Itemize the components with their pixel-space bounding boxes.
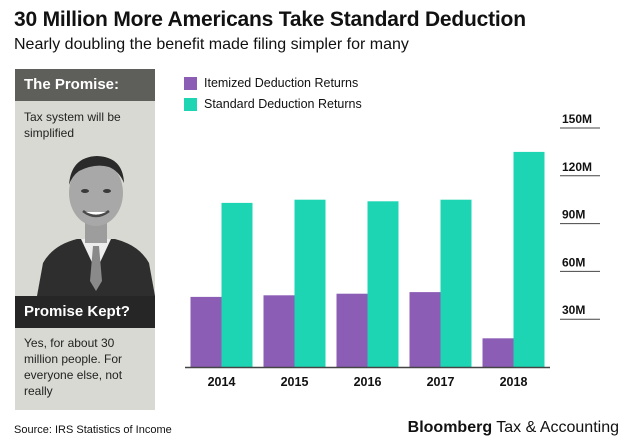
x-tick-label-2014: 2014 xyxy=(208,375,236,389)
x-tick-label-2018: 2018 xyxy=(500,375,528,389)
source-note: Source: IRS Statistics of Income xyxy=(14,424,172,436)
bar-standard-2014 xyxy=(221,202,253,367)
kept-text: Yes, for about 30 million people. For ev… xyxy=(24,336,123,398)
brand-bold: Bloomberg xyxy=(407,419,493,436)
bar-itemized-2018 xyxy=(482,338,514,367)
brand-rest: Tax & Accounting xyxy=(492,419,619,436)
bar-standard-2017 xyxy=(440,199,472,367)
x-tick-label-2017: 2017 xyxy=(427,375,455,389)
chart-title: 30 Million More Americans Take Standard … xyxy=(14,8,526,31)
kept-heading: Promise Kept? xyxy=(15,296,155,328)
promise-heading: The Promise: xyxy=(15,69,155,101)
bar-itemized-2015 xyxy=(263,295,295,367)
promise-panel: The Promise: Tax system will be simplifi… xyxy=(15,69,155,410)
promise-text: Tax system will be simplified xyxy=(24,110,121,140)
x-tick-label-2015: 2015 xyxy=(281,375,309,389)
y-tick-label-90M: 90M xyxy=(562,208,585,222)
bar-standard-2018 xyxy=(513,151,545,367)
y-tick-label-60M: 60M xyxy=(562,255,585,269)
bar-standard-2016 xyxy=(367,201,399,367)
legend-label-itemized: Itemized Deduction Returns xyxy=(204,76,359,90)
legend-swatch-standard xyxy=(184,98,197,111)
bar-itemized-2016 xyxy=(336,293,368,367)
chart-subtitle: Nearly doubling the benefit made filing … xyxy=(14,36,409,53)
y-tick-label-150M: 150M xyxy=(562,112,592,126)
bar-standard-2015 xyxy=(294,199,326,367)
x-tick-label-2016: 2016 xyxy=(354,375,382,389)
politician-portrait xyxy=(37,156,155,296)
brand-logo: Bloomberg Tax & Accounting xyxy=(408,419,619,437)
bar-itemized-2017 xyxy=(409,292,441,367)
legend-label-standard: Standard Deduction Returns xyxy=(204,97,362,111)
legend-swatch-itemized xyxy=(184,77,197,90)
bar-itemized-2014 xyxy=(190,296,222,367)
y-tick-label-120M: 120M xyxy=(562,160,592,174)
y-tick-label-30M: 30M xyxy=(562,303,585,317)
